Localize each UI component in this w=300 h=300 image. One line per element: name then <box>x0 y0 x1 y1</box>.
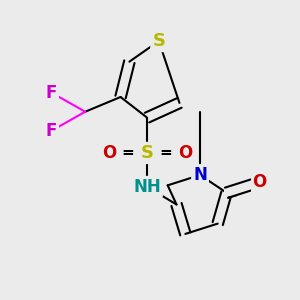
Text: S: S <box>141 144 154 162</box>
Text: O: O <box>252 173 266 191</box>
Text: F: F <box>46 84 57 102</box>
Bar <box>100 144 194 162</box>
Text: N: N <box>193 166 207 184</box>
Text: O: O <box>178 144 193 162</box>
Text: N: N <box>193 166 207 184</box>
Text: O: O <box>252 173 266 191</box>
Text: F: F <box>46 84 57 102</box>
Text: S: S <box>152 32 165 50</box>
Text: =: = <box>122 146 134 160</box>
Text: O: O <box>102 144 116 162</box>
Text: NH: NH <box>133 178 161 196</box>
Text: F: F <box>46 122 57 140</box>
Text: S: S <box>141 144 154 162</box>
Bar <box>224 175 291 196</box>
Text: O: O <box>102 144 116 162</box>
Text: NH: NH <box>133 178 161 196</box>
Text: S: S <box>152 32 165 50</box>
Text: F: F <box>46 122 57 140</box>
Text: O: O <box>178 144 193 162</box>
Text: =: = <box>160 146 172 160</box>
